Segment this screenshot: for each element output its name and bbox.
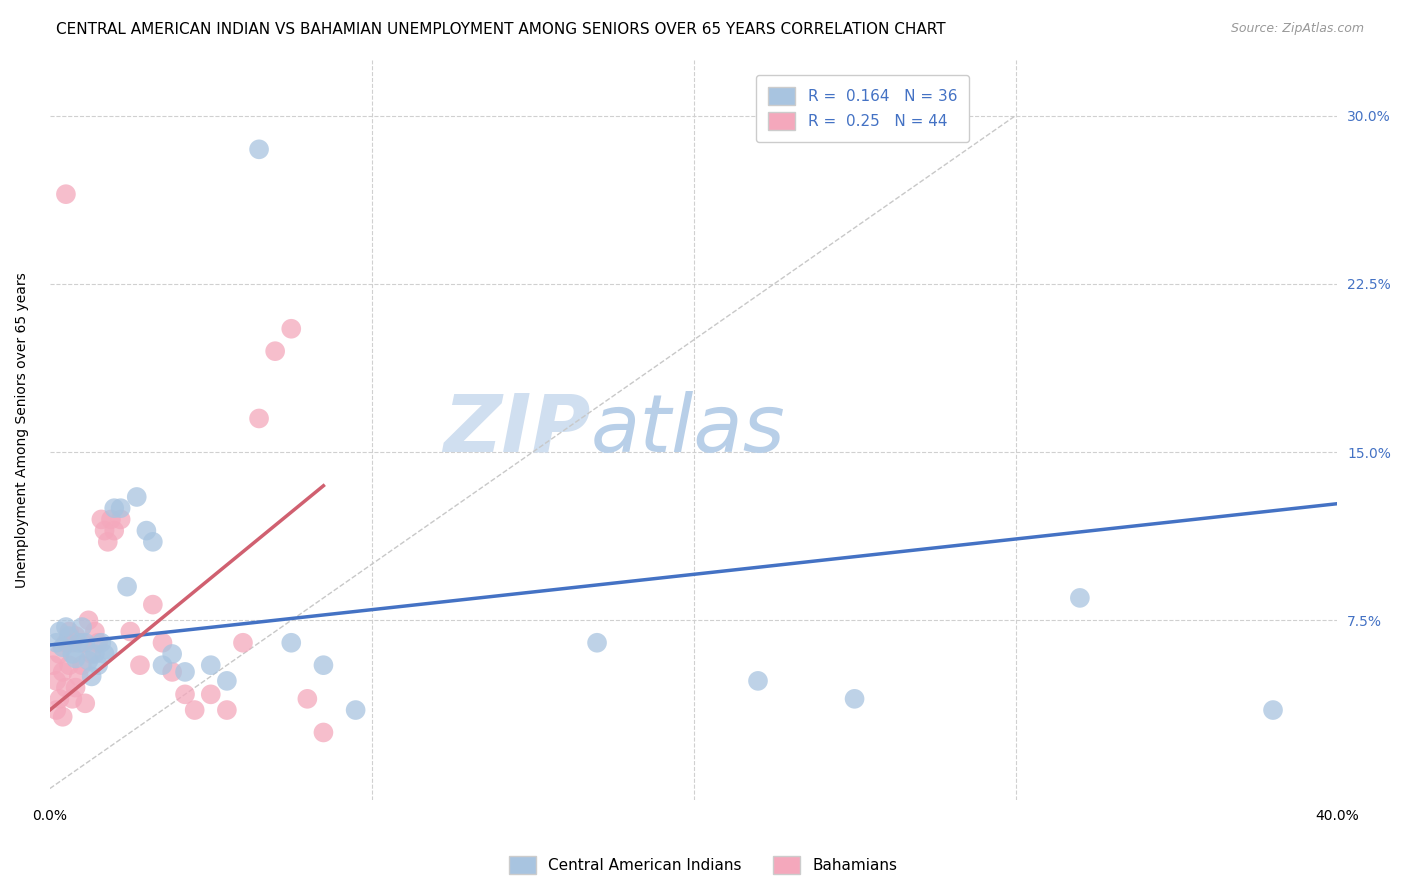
Point bbox=[747, 673, 769, 688]
Point bbox=[297, 691, 319, 706]
Point bbox=[174, 687, 197, 701]
Point bbox=[103, 501, 125, 516]
Point bbox=[90, 512, 112, 526]
Point bbox=[55, 681, 77, 695]
Point bbox=[93, 524, 115, 538]
Point bbox=[58, 624, 80, 639]
Point bbox=[100, 512, 122, 526]
Point bbox=[55, 187, 77, 202]
Point bbox=[48, 691, 70, 706]
Point bbox=[174, 665, 197, 679]
Point bbox=[45, 703, 67, 717]
Point bbox=[60, 647, 83, 661]
Point bbox=[83, 624, 105, 639]
Point bbox=[183, 703, 205, 717]
Point bbox=[135, 524, 157, 538]
Point bbox=[60, 636, 83, 650]
Point bbox=[70, 658, 93, 673]
Point bbox=[247, 411, 270, 425]
Point bbox=[1261, 703, 1284, 717]
Point bbox=[70, 620, 93, 634]
Point bbox=[48, 624, 70, 639]
Point bbox=[97, 534, 120, 549]
Point bbox=[215, 673, 238, 688]
Point bbox=[280, 636, 302, 650]
Point bbox=[200, 658, 222, 673]
Point bbox=[52, 710, 75, 724]
Point bbox=[264, 344, 287, 359]
Point bbox=[70, 636, 93, 650]
Point bbox=[77, 613, 100, 627]
Point bbox=[160, 647, 183, 661]
Point bbox=[48, 647, 70, 661]
Text: Source: ZipAtlas.com: Source: ZipAtlas.com bbox=[1230, 22, 1364, 36]
Point bbox=[75, 636, 97, 650]
Point bbox=[67, 636, 90, 650]
Point bbox=[312, 725, 335, 739]
Point bbox=[67, 669, 90, 683]
Point bbox=[215, 703, 238, 717]
Point bbox=[280, 322, 302, 336]
Point bbox=[152, 636, 174, 650]
Text: CENTRAL AMERICAN INDIAN VS BAHAMIAN UNEMPLOYMENT AMONG SENIORS OVER 65 YEARS COR: CENTRAL AMERICAN INDIAN VS BAHAMIAN UNEM… bbox=[56, 22, 946, 37]
Point bbox=[97, 642, 120, 657]
Point bbox=[1069, 591, 1091, 605]
Point bbox=[58, 658, 80, 673]
Point bbox=[45, 636, 67, 650]
Point bbox=[247, 142, 270, 156]
Point bbox=[75, 696, 97, 710]
Point bbox=[110, 512, 132, 526]
Point bbox=[90, 636, 112, 650]
Point bbox=[83, 647, 105, 661]
Text: atlas: atlas bbox=[591, 391, 786, 468]
Point bbox=[125, 490, 148, 504]
Point bbox=[586, 636, 609, 650]
Point bbox=[844, 691, 866, 706]
Legend: R =  0.164   N = 36, R =  0.25   N = 44: R = 0.164 N = 36, R = 0.25 N = 44 bbox=[755, 75, 969, 142]
Point bbox=[65, 681, 87, 695]
Point bbox=[142, 598, 165, 612]
Point bbox=[80, 669, 103, 683]
Text: ZIP: ZIP bbox=[443, 391, 591, 468]
Point bbox=[80, 647, 103, 661]
Point bbox=[65, 629, 87, 643]
Point bbox=[77, 654, 100, 668]
Legend: Central American Indians, Bahamians: Central American Indians, Bahamians bbox=[502, 850, 904, 880]
Point bbox=[65, 651, 87, 665]
Point bbox=[142, 534, 165, 549]
Point bbox=[200, 687, 222, 701]
Point bbox=[232, 636, 254, 650]
Point bbox=[103, 524, 125, 538]
Point bbox=[55, 636, 77, 650]
Point bbox=[42, 658, 65, 673]
Point bbox=[55, 620, 77, 634]
Point bbox=[129, 658, 152, 673]
Point bbox=[344, 703, 367, 717]
Point bbox=[312, 658, 335, 673]
Point bbox=[45, 673, 67, 688]
Point bbox=[110, 501, 132, 516]
Point bbox=[52, 640, 75, 655]
Point bbox=[60, 691, 83, 706]
Point bbox=[120, 624, 142, 639]
Y-axis label: Unemployment Among Seniors over 65 years: Unemployment Among Seniors over 65 years bbox=[15, 272, 30, 588]
Point bbox=[52, 665, 75, 679]
Point bbox=[87, 658, 110, 673]
Point bbox=[93, 647, 115, 661]
Point bbox=[115, 580, 138, 594]
Point bbox=[87, 636, 110, 650]
Point bbox=[152, 658, 174, 673]
Point bbox=[58, 629, 80, 643]
Point bbox=[160, 665, 183, 679]
